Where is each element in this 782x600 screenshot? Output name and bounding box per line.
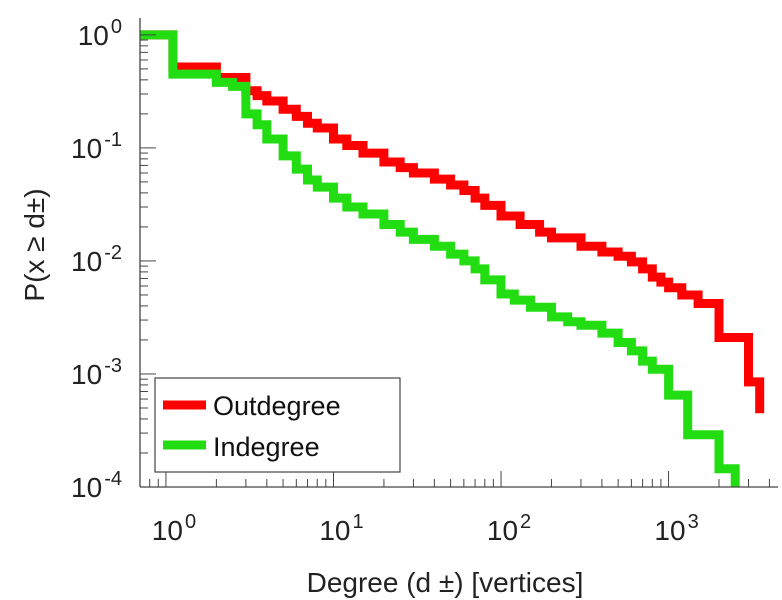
x-tick-label: 10 2 bbox=[487, 511, 531, 546]
legend-label-outdegree: Outdegree bbox=[213, 391, 341, 421]
y-tick-label: 10 -1 bbox=[71, 129, 122, 164]
y-tick-label-exponent: -3 bbox=[104, 355, 122, 377]
x-axis-label: Degree (d ±) [vertices] bbox=[307, 567, 584, 598]
y-tick-label-exponent: 0 bbox=[111, 16, 122, 38]
x-tick-label: 10 1 bbox=[319, 511, 363, 546]
x-tick-label: 10 0 bbox=[152, 511, 196, 546]
y-tick-label-exponent: -2 bbox=[104, 242, 122, 264]
axes-layer bbox=[139, 18, 778, 488]
y-tick-label-exponent: -1 bbox=[104, 129, 122, 151]
data-layer bbox=[140, 30, 765, 487]
x-tick-label-exponent: 3 bbox=[688, 511, 699, 533]
x-tick-label-base: 10 bbox=[654, 515, 685, 546]
x-tick-label-base: 10 bbox=[152, 515, 183, 546]
y-tick-label: 10 -2 bbox=[71, 242, 122, 277]
legend-box bbox=[154, 377, 401, 473]
x-tick-label-exponent: 1 bbox=[353, 511, 364, 533]
series-line-indegree bbox=[140, 30, 740, 487]
series-line-outdegree bbox=[140, 30, 765, 414]
y-tick-label-base: 10 bbox=[71, 133, 102, 164]
y-tick-label: 10 0 bbox=[78, 16, 122, 51]
x-tick-label-base: 10 bbox=[319, 515, 350, 546]
y-tick-label-base: 10 bbox=[78, 20, 109, 51]
x-tick-label: 10 3 bbox=[654, 511, 698, 546]
y-tick-label: 10 -4 bbox=[71, 468, 122, 503]
y-tick-label-base: 10 bbox=[71, 472, 102, 503]
legend: Outdegree Indegree bbox=[154, 377, 401, 473]
y-tick-label-base: 10 bbox=[71, 246, 102, 277]
y-tick-label-exponent: -4 bbox=[104, 468, 122, 490]
tick-labels: 10 010 -110 -210 -310 -410 0 10 1 10 2 10 3 bbox=[71, 16, 699, 546]
legend-label-indegree: Indegree bbox=[213, 432, 320, 462]
x-tick-label-exponent: 2 bbox=[520, 511, 531, 533]
y-axis-label: P(x ≥ d±) bbox=[19, 188, 50, 301]
y-tick-label-base: 10 bbox=[71, 359, 102, 390]
x-tick-label-base: 10 bbox=[487, 515, 518, 546]
x-tick-label-exponent: 0 bbox=[185, 511, 196, 533]
y-tick-label: 10 -3 bbox=[71, 355, 122, 390]
